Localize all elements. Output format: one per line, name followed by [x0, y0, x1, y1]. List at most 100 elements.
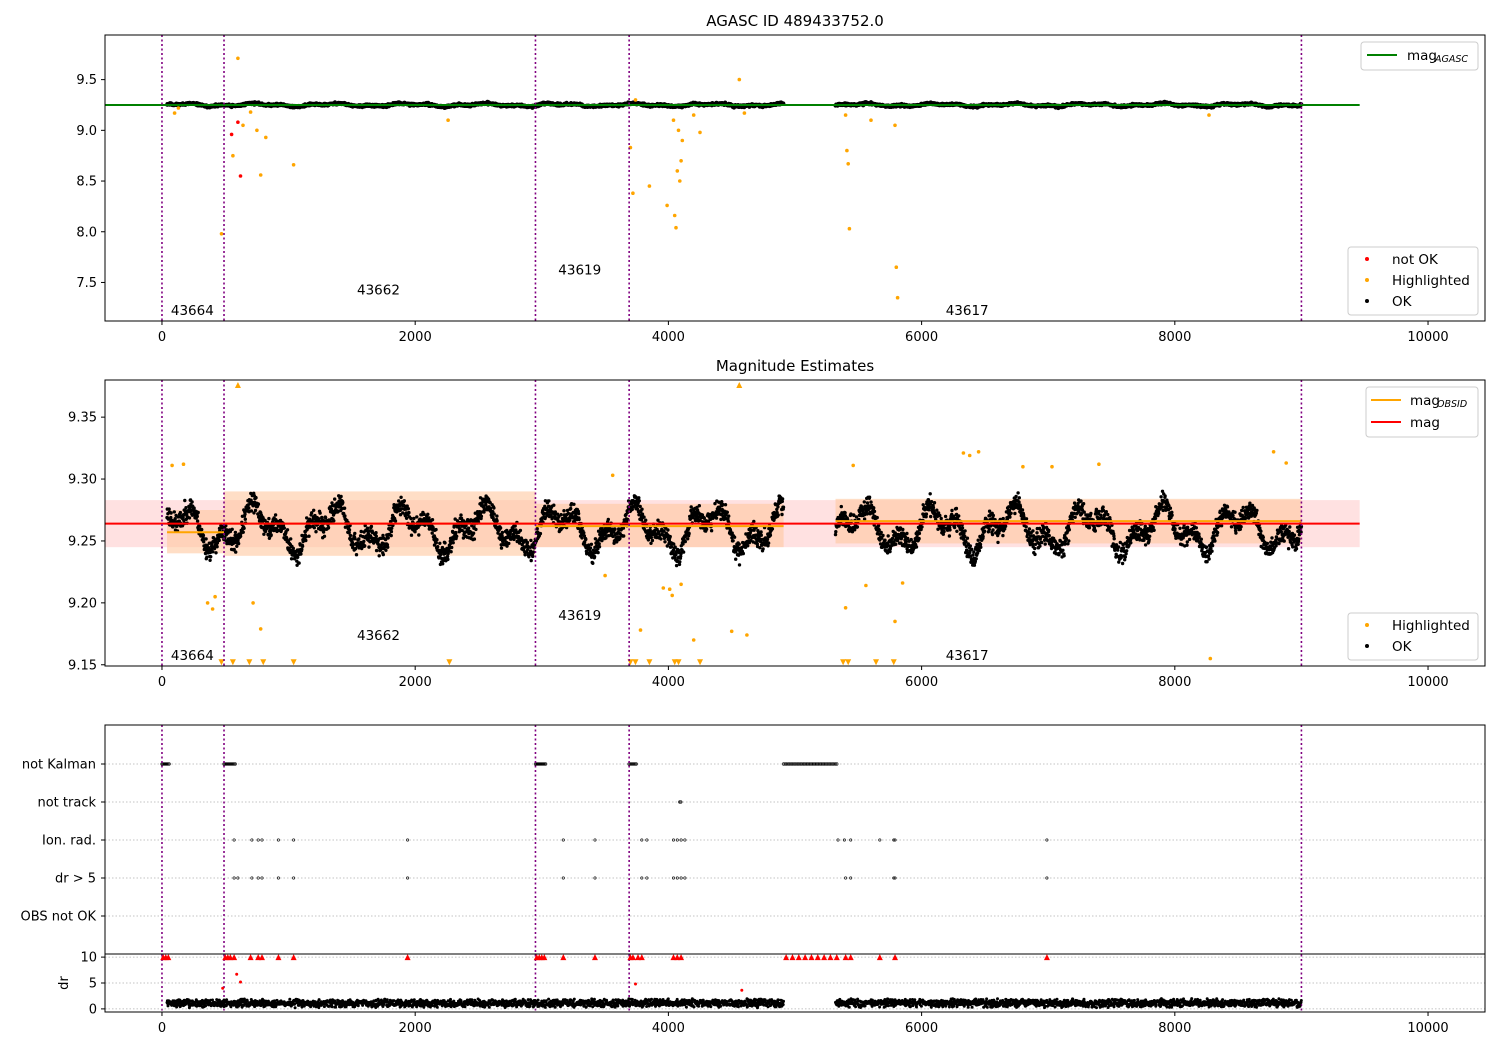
highlighted-point: [846, 162, 850, 166]
ok-point: [253, 508, 258, 513]
highlighted-point: [893, 123, 897, 128]
ok-point: [299, 552, 303, 556]
highlighted-point: [672, 213, 677, 218]
ok-point: [238, 534, 243, 538]
ok-point: [305, 516, 309, 520]
ok-point: [289, 557, 294, 561]
x-tick-label: 10000: [1407, 330, 1448, 345]
highlighted-point: [219, 232, 224, 236]
ok-point: [377, 554, 381, 558]
not-ok-point: [236, 120, 240, 124]
ok-point: [342, 506, 347, 510]
ok-point: [285, 528, 290, 532]
ok-point: [386, 545, 390, 549]
ok-point: [236, 541, 241, 546]
obsid-label: 43664: [171, 303, 214, 319]
highlighted-point: [895, 295, 900, 300]
ok-point: [415, 515, 419, 519]
ok-point: [200, 527, 204, 532]
ok-point: [441, 562, 445, 566]
ok-point: [205, 555, 209, 559]
highlighted-point: [742, 111, 747, 115]
ok-point: [435, 538, 439, 542]
highlighted-point: [248, 110, 253, 114]
ok-point: [381, 533, 385, 538]
ok-point: [362, 539, 366, 544]
highlighted-point: [264, 135, 268, 140]
ok-point: [173, 517, 177, 521]
legend-label: not OK: [1392, 252, 1439, 268]
highlighted-point: [737, 77, 742, 82]
legend-marker-swatch: [1365, 299, 1369, 303]
ok-point: [499, 546, 504, 550]
ok-point: [347, 528, 352, 532]
ok-point: [412, 516, 416, 521]
x-tick-label: 0: [158, 330, 166, 345]
highlighted-point: [869, 118, 873, 122]
ok-point: [187, 516, 192, 520]
ok-point: [459, 513, 463, 517]
ok-point: [455, 534, 459, 538]
legend-marker-swatch: [1365, 278, 1369, 282]
ok-point: [393, 519, 398, 523]
highlighted-point: [446, 118, 450, 122]
ok-point: [450, 545, 454, 550]
ok-point: [242, 526, 246, 530]
ok-point: [241, 530, 245, 534]
legend-subscript: AGASC: [1434, 54, 1468, 65]
ok-point: [384, 548, 388, 552]
ok-point: [202, 540, 206, 544]
legend-label: Highlighted: [1392, 273, 1470, 289]
highlighted-point: [676, 128, 681, 133]
ok-point: [247, 506, 251, 510]
ok-point: [204, 537, 208, 541]
ok-point: [374, 534, 378, 538]
ok-point: [183, 498, 187, 503]
highlighted-point: [674, 225, 678, 230]
not-ok-point: [229, 132, 234, 137]
ok-point: [479, 514, 484, 518]
y-tick-label: 8.5: [76, 175, 97, 190]
ok-point: [472, 537, 477, 541]
ok-point: [434, 541, 438, 545]
highlighted-point: [633, 98, 638, 102]
highlighted-point: [231, 153, 235, 158]
y-tick-label: 9.5: [76, 73, 97, 88]
y-tick-label: 8.0: [76, 225, 97, 240]
highlighted-point: [678, 179, 682, 183]
highlighted-point: [665, 203, 669, 208]
ok-point: [234, 550, 238, 554]
ok-point: [300, 547, 304, 551]
ok-point: [343, 514, 347, 518]
ok-point: [172, 510, 176, 514]
ok-point: [211, 550, 215, 554]
ok-point: [332, 519, 336, 523]
x-tick-label: 4000: [652, 330, 685, 345]
highlighted-point: [680, 138, 685, 143]
ok-point: [374, 548, 379, 553]
ok-point: [495, 514, 499, 518]
obsid-label: 43662: [357, 283, 400, 299]
ok-point: [409, 516, 413, 521]
x-tick-label: 2000: [399, 330, 432, 345]
highlighted-point: [255, 128, 259, 133]
x-tick-label: 6000: [905, 330, 938, 345]
ok-point: [312, 526, 316, 530]
ok-point: [233, 530, 238, 535]
ok-point: [230, 527, 234, 531]
ok-point: [256, 502, 261, 506]
ok-point: [427, 516, 431, 520]
ok-point: [498, 526, 503, 530]
ok-point: [434, 527, 438, 532]
ok-point: [445, 554, 450, 559]
ok-point: [269, 533, 273, 537]
ok-point: [363, 544, 367, 548]
obsid-label: 43617: [946, 303, 989, 319]
ok-point: [386, 536, 390, 540]
panel-title: Magnitude Estimates: [716, 357, 874, 375]
ok-point: [381, 552, 385, 557]
ok-point: [438, 541, 442, 545]
x-tick-label: 8000: [1158, 330, 1191, 345]
